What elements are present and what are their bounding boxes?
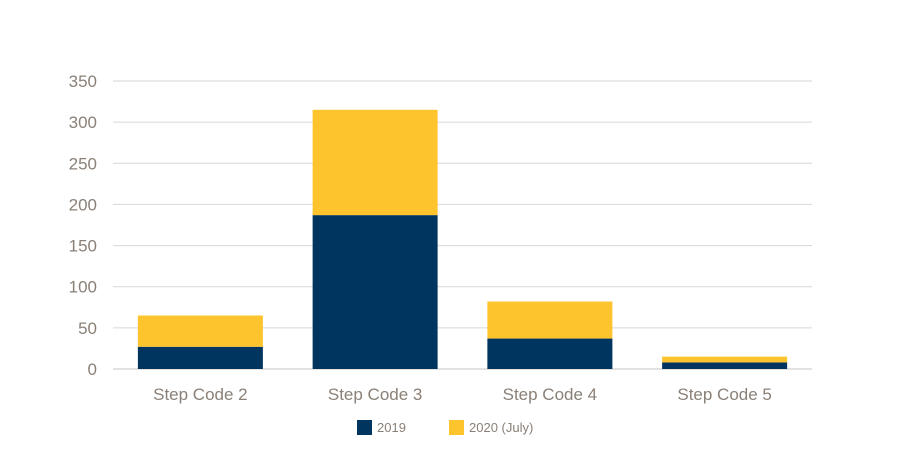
x-axis: Step Code 2 Step Code 3 Step Code 4 Step Co… <box>153 385 772 404</box>
y-tick-label: 100 <box>69 278 97 297</box>
x-category-label: Step Code 4 <box>503 385 598 404</box>
legend-label: 2019 <box>377 420 406 435</box>
y-tick-label: 150 <box>69 237 97 256</box>
x-category-label: Step Code 2 <box>153 385 248 404</box>
legend-swatch <box>449 420 464 435</box>
y-tick-label: 300 <box>69 113 97 132</box>
y-tick-label: 0 <box>88 360 97 379</box>
x-category-label: Step Code 5 <box>677 385 772 404</box>
bar-2020-july-2 <box>137 315 263 347</box>
bar-2019-4 <box>487 338 613 369</box>
x-category-label: Step Code 3 <box>328 385 423 404</box>
bar-2019-5 <box>662 362 788 369</box>
y-axis: 0 50 100 150 200 250 300 350 <box>69 72 97 379</box>
y-tick-label: 200 <box>69 195 97 214</box>
bar-2019-3 <box>312 215 438 369</box>
y-tick-label: 50 <box>78 319 97 338</box>
legend-swatch <box>357 420 372 435</box>
bar-2019-2 <box>137 346 263 369</box>
bar-2020-july-5 <box>662 356 788 363</box>
bar-2020-july-4 <box>487 301 613 339</box>
y-tick-label: 350 <box>69 72 97 91</box>
legend: 2019 2020 (July) <box>357 420 533 435</box>
bar-2020-july-3 <box>312 109 438 216</box>
y-tick-label: 250 <box>69 154 97 173</box>
bars <box>137 109 788 369</box>
legend-label: 2020 (July) <box>469 420 533 435</box>
